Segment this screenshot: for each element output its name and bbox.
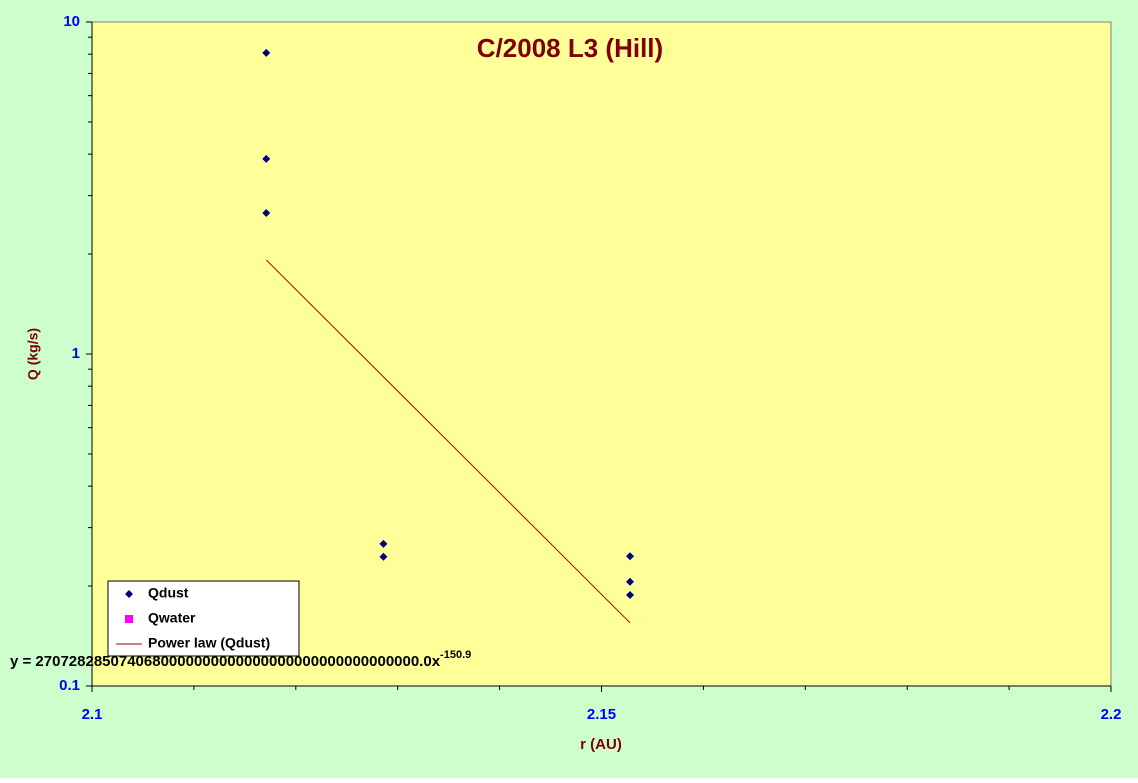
trend-line xyxy=(265,259,631,624)
y-tick-label: 10 xyxy=(63,13,80,30)
legend-label: Qwater xyxy=(148,610,196,626)
data-point xyxy=(262,48,271,57)
data-point xyxy=(626,577,635,586)
legend-marker xyxy=(125,590,133,598)
data-point xyxy=(379,552,388,561)
chart-title: C/2008 L3 (Hill) xyxy=(477,33,663,63)
legend-label: Qdust xyxy=(148,585,189,601)
x-tick-label: 2.2 xyxy=(1101,706,1122,723)
plot-area xyxy=(91,21,1112,687)
x-tick-label: 2.15 xyxy=(587,706,616,723)
y-tick-label: 1 xyxy=(72,345,80,362)
data-point xyxy=(626,590,635,599)
data-point xyxy=(262,154,271,163)
equation: y = 270728285074068000000000000000000000… xyxy=(10,649,471,670)
equation-exponent: -150.9 xyxy=(440,649,471,661)
data-point xyxy=(262,208,271,217)
x-axis-label: r (AU) xyxy=(580,736,622,753)
x-tick-label: 2.1 xyxy=(82,706,103,723)
equation-text: y = 270728285074068000000000000000000000… xyxy=(10,653,441,670)
data-point xyxy=(626,552,635,561)
data-point xyxy=(379,539,388,548)
y-tick-label: 0.1 xyxy=(59,677,80,694)
legend-label: Power law (Qdust) xyxy=(148,635,270,651)
y-axis-label: Q (kg/s) xyxy=(25,328,41,380)
legend-marker xyxy=(125,615,133,623)
